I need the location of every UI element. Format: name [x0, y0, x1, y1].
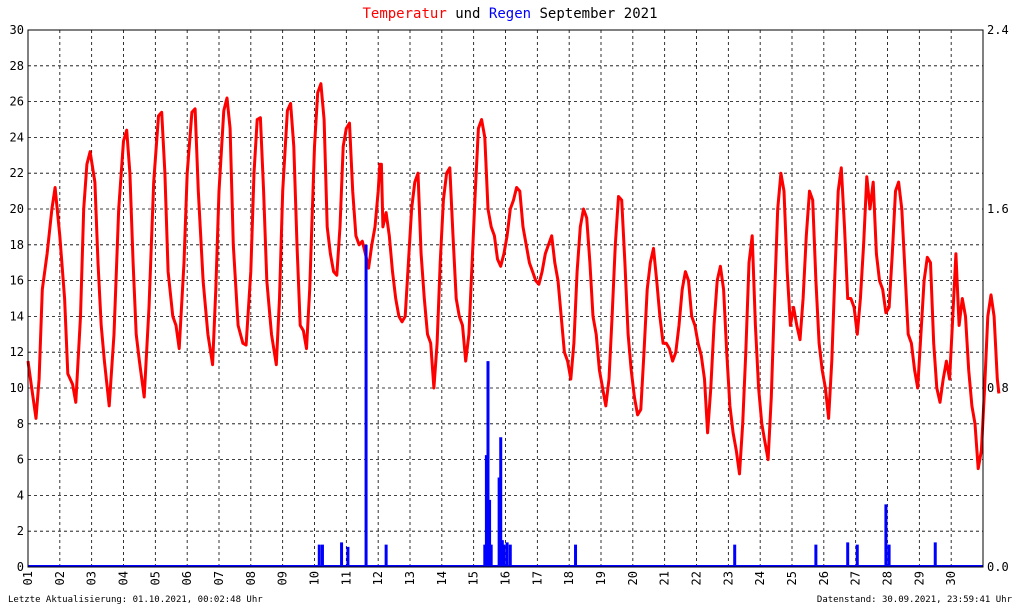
- x-tick-label: 04: [117, 571, 131, 585]
- x-tick-label: 27: [849, 571, 863, 585]
- x-tick-label: 02: [53, 571, 67, 585]
- rain-series: [28, 244, 983, 567]
- series-layer: [26, 82, 1001, 567]
- x-tick-label: 21: [658, 571, 672, 585]
- x-tick-label: 30: [944, 571, 958, 585]
- y-tick-label-left: 12: [10, 345, 24, 359]
- x-tick-label: 13: [403, 571, 417, 585]
- title-part: September 2021: [531, 6, 657, 22]
- x-tick-label: 09: [276, 571, 290, 585]
- y-tick-label-left: 0: [17, 560, 24, 574]
- x-tick-label: 28: [881, 571, 895, 585]
- y-tick-label-left: 8: [17, 417, 24, 431]
- footer-last-update: Letzte Aktualisierung: 01.10.2021, 00:02…: [8, 595, 263, 605]
- title-part: Temperatur: [362, 6, 446, 22]
- x-tick-label: 29: [912, 571, 926, 585]
- y-tick-label-left: 6: [17, 453, 24, 467]
- x-tick-label: 15: [467, 571, 481, 585]
- y-tick-label-right: 0.0: [987, 560, 1009, 574]
- y-tick-label-left: 16: [10, 274, 24, 288]
- y-tick-label-right: 2.4: [987, 23, 1009, 37]
- y-tick-label-left: 22: [10, 166, 24, 180]
- title-part: Regen: [489, 6, 531, 22]
- x-tick-label: 07: [212, 571, 226, 585]
- y-tick-label-left: 14: [10, 309, 24, 323]
- x-tick-label: 06: [180, 571, 194, 585]
- x-tick-label: 17: [530, 571, 544, 585]
- x-tick-label: 20: [626, 571, 640, 585]
- x-tick-label: 25: [785, 571, 799, 585]
- chart-title: Temperatur und Regen September 2021: [362, 6, 657, 22]
- y-tick-label-left: 4: [17, 488, 24, 502]
- x-tick-label: 12: [371, 571, 385, 585]
- x-tick-label: 11: [339, 571, 353, 585]
- x-tick-label: 22: [690, 571, 704, 585]
- y-tick-label-right: 1.6: [987, 202, 1009, 216]
- y-tick-label-left: 2: [17, 524, 24, 538]
- x-tick-label: 19: [594, 571, 608, 585]
- x-tick-label: 23: [721, 571, 735, 585]
- y-tick-label-left: 10: [10, 381, 24, 395]
- temperature-line: [26, 82, 1001, 476]
- y-tick-label-left: 30: [10, 23, 24, 37]
- title-part: und: [447, 6, 489, 22]
- x-tick-label: 18: [562, 571, 576, 585]
- footer-data-status: Datenstand: 30.09.2021, 23:59:41 Uhr: [817, 595, 1013, 605]
- x-axis-ticks: 01 02 03 04 05 06 07 08 09 10 11 12 13 14 15 16 17 18 19 20…: [21, 571, 958, 585]
- x-tick-label: 05: [148, 571, 162, 585]
- x-tick-label: 16: [499, 571, 513, 585]
- x-tick-label: 24: [753, 571, 767, 585]
- x-tick-label: 08: [244, 571, 258, 585]
- y-tick-label-left: 24: [10, 130, 24, 144]
- y-tick-label-left: 26: [10, 95, 24, 109]
- x-tick-label: 26: [817, 571, 831, 585]
- x-tick-label: 03: [85, 571, 99, 585]
- y-tick-label-left: 28: [10, 59, 24, 73]
- x-tick-label: 14: [435, 571, 449, 585]
- x-tick-label: 10: [308, 571, 322, 585]
- y-tick-label-left: 20: [10, 202, 24, 216]
- plot-frame: [27, 29, 984, 568]
- y-tick-label-left: 18: [10, 238, 24, 252]
- x-tick-label: 01: [21, 571, 35, 585]
